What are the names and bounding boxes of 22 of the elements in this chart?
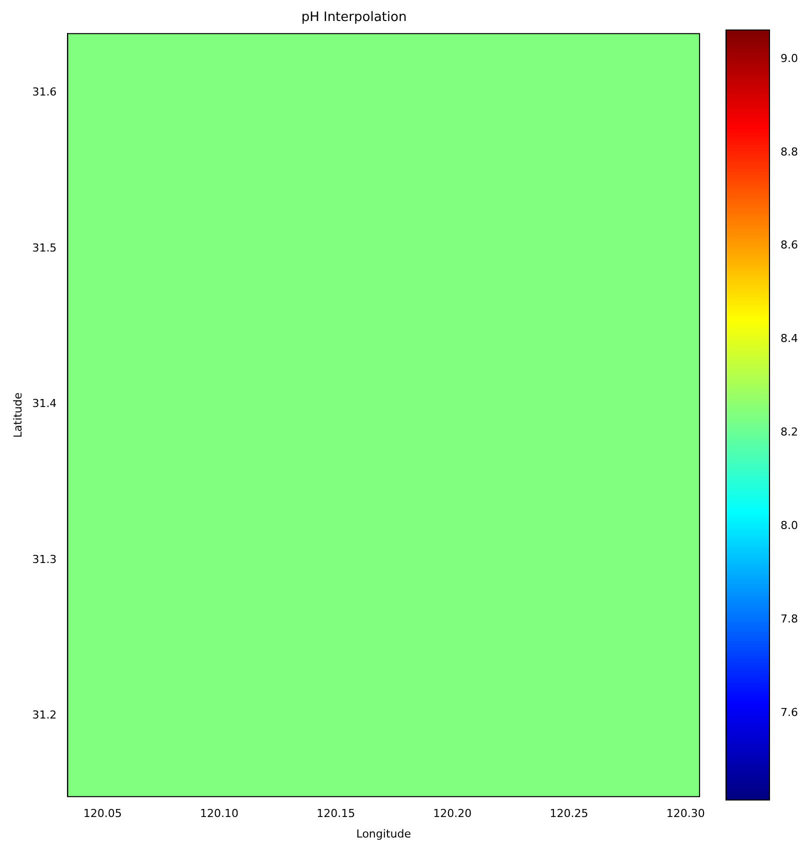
color-bar-label: 7.6 bbox=[780, 706, 798, 719]
color-bar-label: 8.8 bbox=[780, 145, 798, 158]
y-tick-label: 31.6 bbox=[32, 86, 57, 99]
x-tick-label: 120.10 bbox=[200, 807, 238, 820]
x-tick-label: 120.30 bbox=[666, 807, 705, 820]
color-bar-label: 8.0 bbox=[780, 519, 798, 532]
chart-title: pH Interpolation bbox=[301, 10, 407, 26]
color-bar-label: 8.4 bbox=[780, 332, 798, 346]
y-tick-label: 31.4 bbox=[32, 397, 57, 410]
color-bar-label: 9.0 bbox=[780, 52, 798, 65]
y-tick-label: 31.5 bbox=[32, 241, 57, 254]
y-axis-title: Latitude bbox=[11, 392, 24, 438]
x-tick-label: 120.05 bbox=[83, 807, 122, 820]
y-tick-label: 31.2 bbox=[32, 708, 57, 722]
x-tick-label: 120.15 bbox=[316, 807, 356, 820]
x-axis-title: Longitude bbox=[356, 827, 412, 840]
color-bar-label: 8.2 bbox=[780, 426, 798, 439]
x-tick-label: 120.20 bbox=[433, 807, 472, 820]
x-tick-label: 120.25 bbox=[550, 807, 588, 820]
color-bar-label: 8.6 bbox=[780, 238, 798, 252]
y-tick-label: 31.3 bbox=[32, 552, 57, 566]
color-bar-label: 7.8 bbox=[780, 612, 798, 626]
